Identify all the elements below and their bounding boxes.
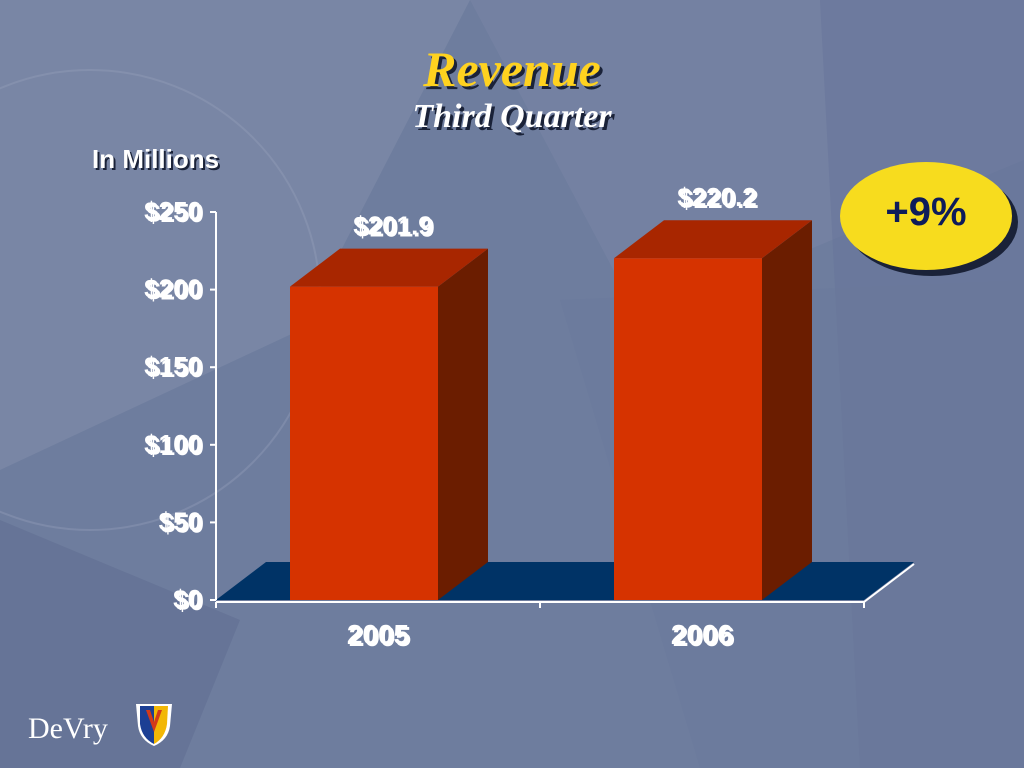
value-label-shadow: $201.9 (355, 213, 435, 243)
value-label-shadow: $220.2 (679, 184, 759, 214)
bar-top-2006 (614, 220, 812, 259)
devry-logo-text: DeVry (28, 712, 108, 745)
y-tick-label: $50 (159, 506, 202, 536)
x-tick-label-2005: 2005 (347, 619, 409, 650)
bar-top-2005 (290, 248, 488, 287)
y-tick-label: $0 (173, 584, 202, 614)
bar-2005 (290, 286, 438, 600)
bar-side-2005 (438, 248, 488, 601)
devry-shield-icon (136, 704, 172, 746)
x-tick-label-shadow: 2005 (349, 621, 411, 652)
y-tick-label-shadow: $0 (175, 586, 204, 616)
slide-title: Revenue (423, 41, 601, 97)
y-tick-label-shadow: $100 (146, 431, 204, 461)
x-tick-label-2006: 2006 (671, 619, 733, 650)
y-tick-label: $150 (144, 351, 202, 381)
value-label-2006: $220.2 (677, 182, 757, 212)
change-badge (840, 162, 1018, 276)
y-tick-label: $200 (144, 274, 202, 304)
y-tick-label-shadow: $250 (146, 198, 204, 228)
bar-side-2006 (762, 220, 812, 600)
y-tick-label-shadow: $150 (146, 353, 204, 383)
y-axis-unit-label: In Millions (92, 144, 220, 174)
value-label-2005: $201.9 (353, 211, 433, 241)
y-tick-label-shadow: $200 (146, 276, 204, 306)
y-tick-label-shadow: $50 (161, 508, 204, 538)
floor-edge-line (863, 563, 915, 603)
x-tick-label-shadow: 2006 (673, 621, 735, 652)
slide-subtitle: Third Quarter (412, 98, 612, 135)
change-badge-text: +9% (885, 190, 967, 234)
y-tick-label: $100 (144, 429, 202, 459)
bar-2006 (614, 258, 762, 600)
y-tick-label: $250 (144, 196, 202, 226)
